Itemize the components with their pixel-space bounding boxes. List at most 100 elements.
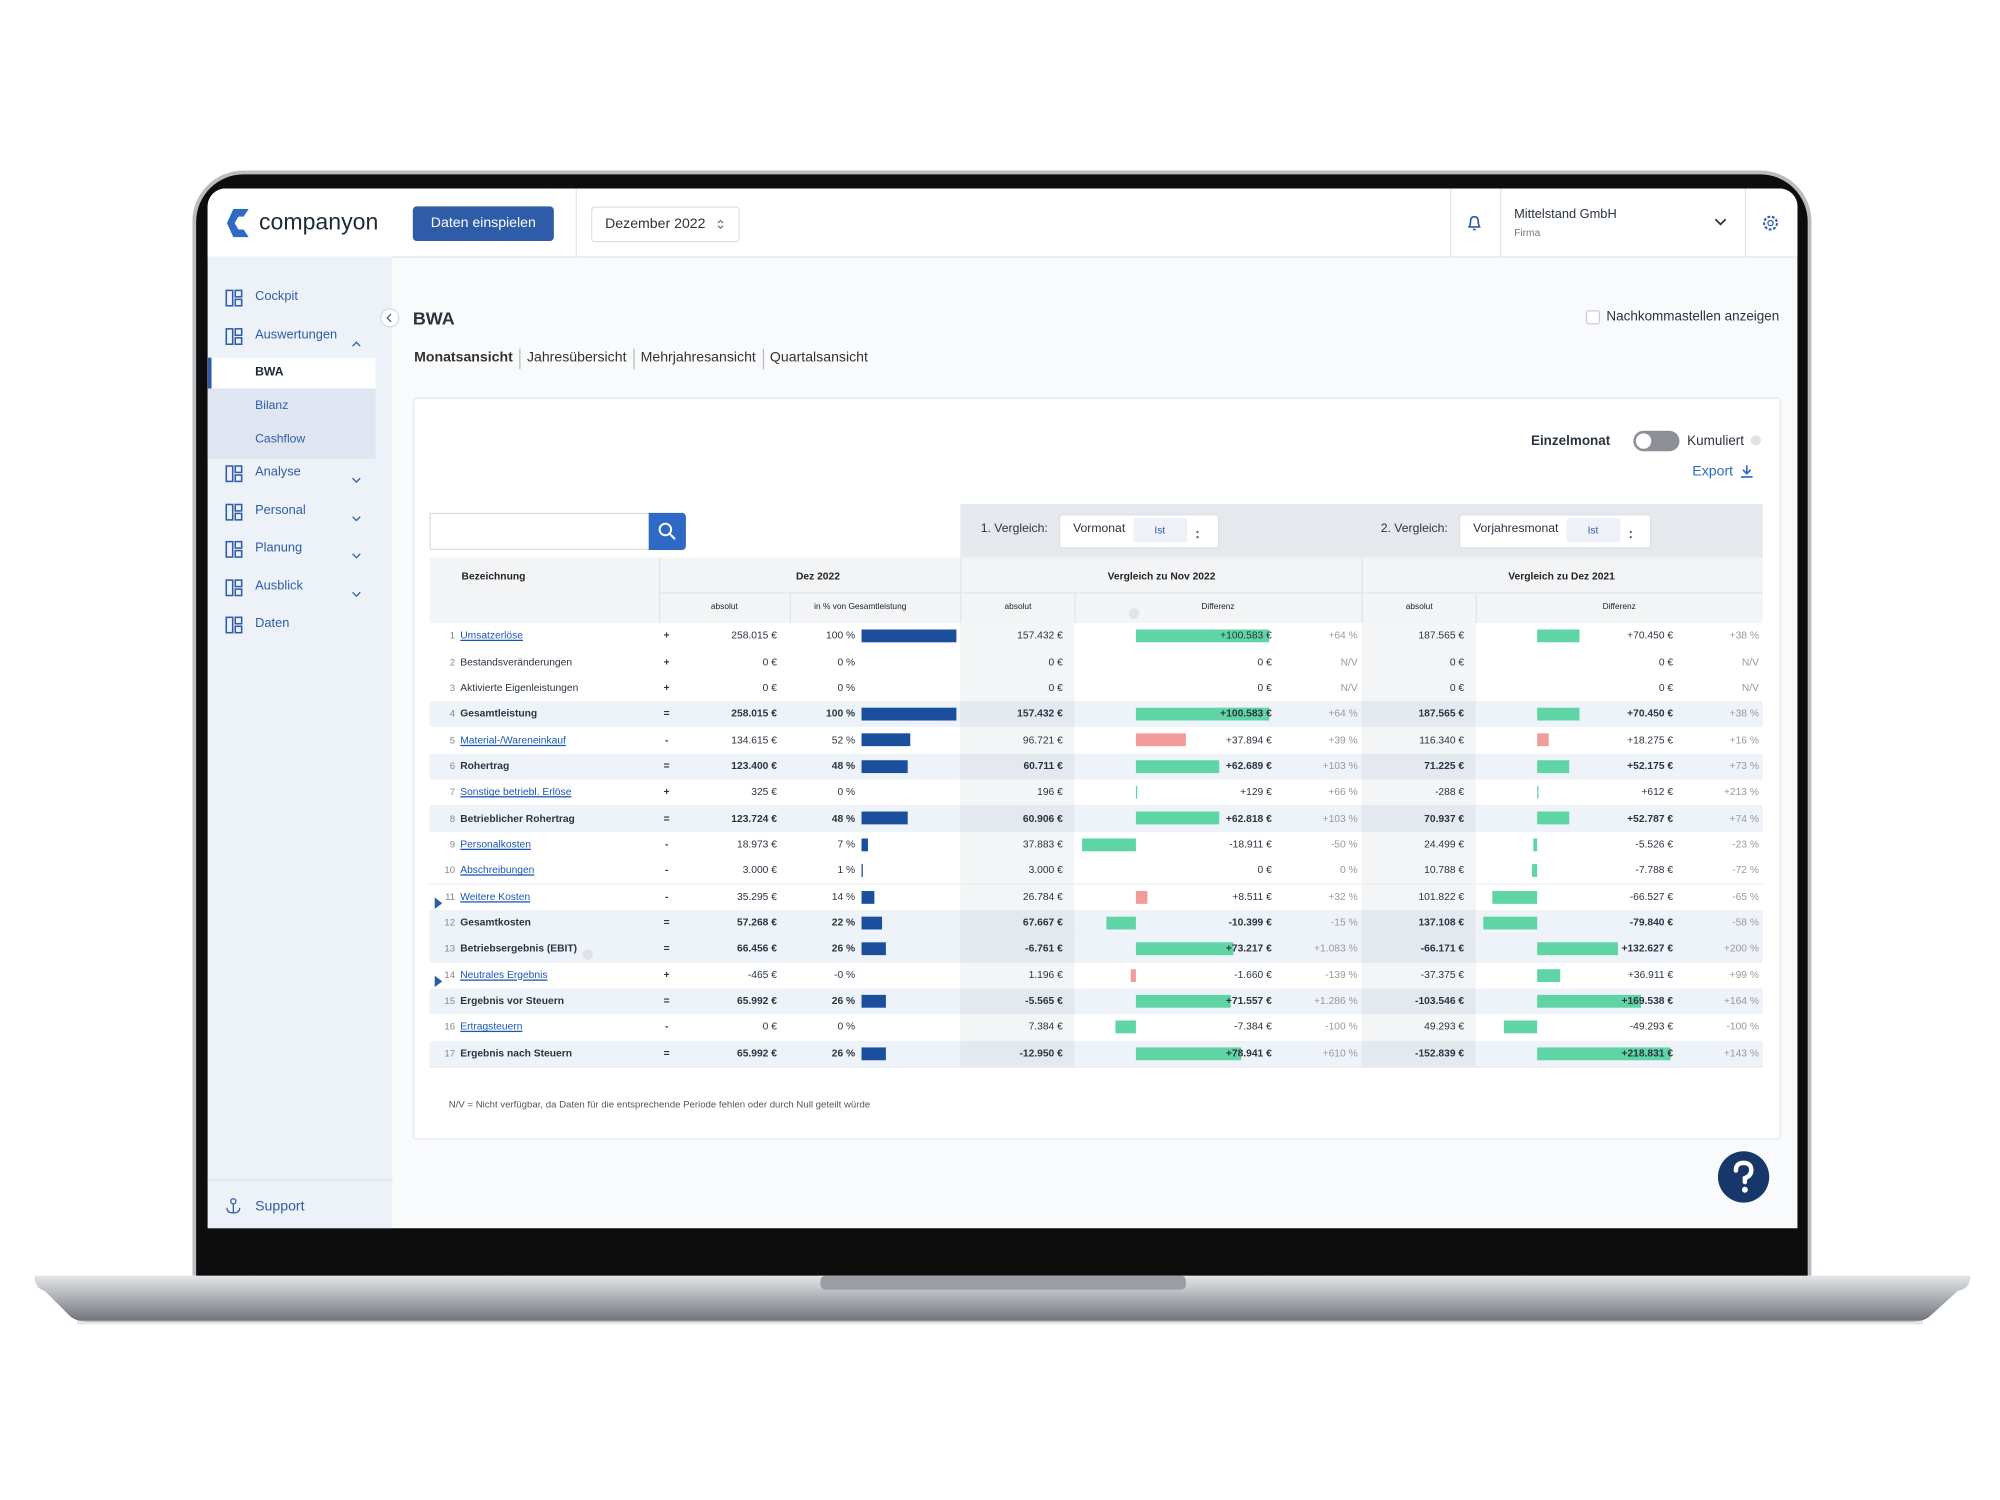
nav-chevron-svg xyxy=(352,477,361,483)
company-chevron[interactable] xyxy=(1714,218,1727,227)
comparison-absolute: 67.667 € xyxy=(1022,916,1063,929)
row-name[interactable]: Ertragsteuern xyxy=(460,1021,523,1033)
difference: -7.384 € xyxy=(1234,1021,1272,1033)
difference-bar xyxy=(1537,1046,1671,1060)
period-select[interactable] xyxy=(591,206,740,243)
export[interactable]: Export xyxy=(1692,464,1734,480)
expand-arrow-svg xyxy=(434,896,443,909)
mode-toggle[interactable] xyxy=(1633,430,1680,452)
submenu-item[interactable]: Bilanz xyxy=(255,398,289,413)
difference-bar xyxy=(1537,629,1581,643)
difference: +612 € xyxy=(1641,786,1674,798)
row-name[interactable]: Personalkosten xyxy=(460,838,531,850)
active-marker xyxy=(207,357,212,389)
subheader: Differenz xyxy=(1201,602,1235,612)
row-name[interactable]: Neutrales Ergebnis xyxy=(460,968,548,981)
nav-chevron xyxy=(351,468,361,491)
comparison-percent: N/V xyxy=(1340,655,1358,668)
comparison-percent: -58 % xyxy=(1732,916,1759,929)
column-shade xyxy=(960,831,1075,858)
column-shade xyxy=(960,883,1075,911)
difference-bar xyxy=(1537,812,1570,825)
comparison-absolute: 157.432 € xyxy=(1017,708,1063,720)
header-name: Bezeichnung xyxy=(461,570,526,583)
comparison-percent: +610 % xyxy=(1322,1047,1358,1059)
row-name: Gesamtkosten xyxy=(460,916,531,929)
settings[interactable] xyxy=(1762,214,1780,232)
difference-bar xyxy=(1483,916,1538,930)
subheader: Differenz xyxy=(1602,602,1636,612)
submenu-item[interactable]: Cashflow xyxy=(255,432,306,447)
comparison-percent: +32 % xyxy=(1328,890,1358,903)
absolute: 0 € xyxy=(762,655,777,668)
difference: +37.894 € xyxy=(1225,734,1272,746)
export-icon[interactable] xyxy=(1740,464,1754,478)
help-button[interactable] xyxy=(1717,1150,1771,1204)
difference: +73.217 € xyxy=(1225,942,1272,955)
column-shade xyxy=(960,701,1075,728)
share: 100 % xyxy=(826,629,856,642)
row-name: Betrieblicher Rohertrag xyxy=(460,812,575,824)
comparison-absolute: 70.937 € xyxy=(1424,812,1465,824)
row-operator: = xyxy=(663,916,670,929)
difference-bar xyxy=(1492,890,1538,904)
comparison-type-box[interactable] xyxy=(1566,517,1620,543)
comparison-absolute: -5.565 € xyxy=(1025,994,1063,1007)
row-operator: - xyxy=(664,1021,669,1033)
row-operator: - xyxy=(664,890,669,903)
upload-button[interactable]: Daten einspielen xyxy=(412,206,554,242)
comparison-percent: +73 % xyxy=(1729,760,1759,772)
row-name[interactable]: Weitere Kosten xyxy=(460,890,531,903)
info-icon xyxy=(1128,603,1140,626)
row-name[interactable]: Umsatzerlöse xyxy=(460,629,523,642)
company-name[interactable]: Mittelstand GmbH xyxy=(1514,207,1617,222)
nav-item[interactable]: Cockpit xyxy=(255,289,298,304)
support[interactable]: Support xyxy=(255,1198,305,1215)
row-operator: = xyxy=(663,1047,670,1059)
tab[interactable]: Mehrjahresansicht xyxy=(640,349,756,366)
tab-separator xyxy=(632,348,635,370)
share: 22 % xyxy=(831,916,856,929)
info-icon[interactable] xyxy=(1750,435,1762,447)
nav-item[interactable]: Personal xyxy=(255,503,306,518)
comparison-absolute: -103.546 € xyxy=(1415,994,1465,1007)
comparison-absolute: 101.822 € xyxy=(1418,890,1465,903)
nav-item[interactable]: Planung xyxy=(255,541,303,556)
comparison-percent: +99 % xyxy=(1729,968,1759,981)
tab[interactable]: Jahresübersicht xyxy=(526,349,627,366)
row-name[interactable]: Sonstige betriebl. Erlöse xyxy=(460,786,572,798)
absolute: 3.000 € xyxy=(742,864,777,877)
row-name[interactable]: Material-/Wareneinkauf xyxy=(460,734,566,746)
nav-item[interactable]: Auswertungen xyxy=(255,327,338,342)
comparison-type-box[interactable] xyxy=(1132,517,1187,543)
nav-item[interactable]: Analyse xyxy=(255,465,301,480)
tab[interactable]: Quartalsansicht xyxy=(769,349,868,366)
difference: -49.293 € xyxy=(1629,1021,1674,1033)
decimals-checkbox[interactable] xyxy=(1585,310,1600,325)
share-bar xyxy=(861,1046,887,1060)
submenu-item[interactable]: BWA xyxy=(255,365,284,380)
notifications[interactable] xyxy=(1467,214,1482,232)
difference: +62.818 € xyxy=(1225,812,1272,824)
share-bar xyxy=(861,916,883,930)
nav-icon-svg xyxy=(225,540,243,558)
nav-item[interactable]: Daten xyxy=(255,616,290,631)
share-bar xyxy=(861,629,957,643)
period: Dezember 2022 xyxy=(605,216,706,233)
tab[interactable]: Monatsansicht xyxy=(414,349,513,366)
comparison-percent: -100 % xyxy=(1726,1021,1759,1033)
search-button[interactable] xyxy=(648,512,686,550)
search-input[interactable] xyxy=(429,512,650,550)
row-name: Ergebnis nach Steuern xyxy=(460,1047,572,1059)
nav-icon-svg xyxy=(225,503,243,520)
share-bar xyxy=(861,890,875,904)
row-number: 15 xyxy=(444,994,456,1007)
subheader: absolut xyxy=(1004,602,1032,612)
collapse-sidebar[interactable] xyxy=(379,308,400,329)
difference: -7.788 € xyxy=(1635,864,1674,877)
share: 26 % xyxy=(831,1047,856,1059)
share: 0 % xyxy=(837,786,856,798)
nav-item[interactable]: Ausblick xyxy=(255,578,303,593)
absolute: 0 € xyxy=(762,681,777,694)
row-name[interactable]: Abschreibungen xyxy=(460,864,535,877)
